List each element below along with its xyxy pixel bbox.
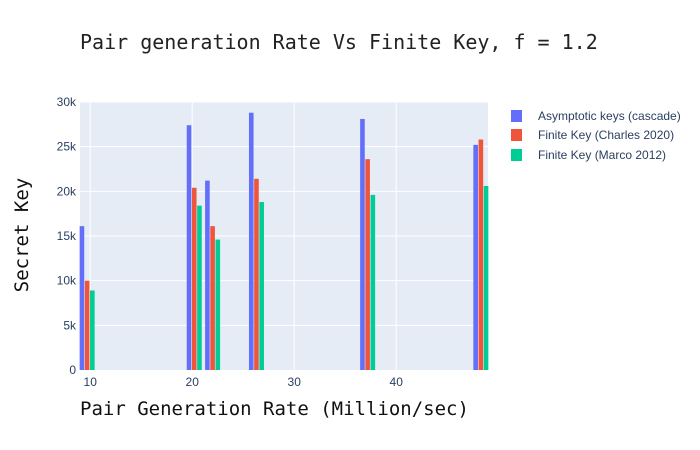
legend-swatch <box>511 109 522 122</box>
bar[interactable] <box>259 202 264 370</box>
y-tick-label: 20k <box>57 184 77 198</box>
x-tick-label: 40 <box>390 375 404 389</box>
y-tick-label: 5k <box>63 318 77 332</box>
y-axis-ticks: 0 5k 10k 15k 20k 25k 30k <box>57 95 77 377</box>
chart-title: Pair generation Rate Vs Finite Key, f = … <box>80 30 598 54</box>
y-axis-label: Secret Key <box>11 177 33 293</box>
bar[interactable] <box>370 194 376 370</box>
bar[interactable] <box>79 226 85 370</box>
bar[interactable] <box>205 180 210 370</box>
bar[interactable] <box>248 112 254 370</box>
legend: Asymptotic keys (cascade) Finite Key (Ch… <box>511 106 681 165</box>
x-axis-label: Pair Generation Rate (Million/sec) <box>80 398 469 420</box>
x-tick-label: 20 <box>186 375 200 389</box>
bar[interactable] <box>90 290 95 370</box>
y-tick-label: 10k <box>57 274 77 288</box>
legend-item-charles[interactable]: Finite Key (Charles 2020) <box>511 126 681 146</box>
legend-swatch <box>511 129 522 142</box>
bar[interactable] <box>197 205 202 370</box>
bar[interactable] <box>473 144 478 370</box>
bar[interactable] <box>186 125 192 370</box>
bar[interactable] <box>365 159 370 370</box>
bar[interactable] <box>478 139 484 370</box>
x-axis-ticks: 10 20 30 40 <box>84 375 404 389</box>
y-tick-label: 30k <box>57 95 77 109</box>
bar[interactable] <box>215 239 221 370</box>
bar[interactable] <box>210 226 215 370</box>
y-tick-label: 15k <box>57 229 77 243</box>
bars <box>79 112 489 371</box>
bar[interactable] <box>254 178 259 370</box>
bar[interactable] <box>191 187 197 370</box>
legend-item-marco[interactable]: Finite Key (Marco 2012) <box>511 145 681 165</box>
legend-item-asymptotic[interactable]: Asymptotic keys (cascade) <box>511 106 681 126</box>
x-tick-label: 30 <box>288 375 302 389</box>
y-tick-label: 25k <box>57 140 77 154</box>
bar[interactable] <box>483 185 489 370</box>
y-tick-label: 0 <box>69 363 76 377</box>
x-tick-label: 10 <box>84 375 98 389</box>
legend-label: Asymptotic keys (cascade) <box>538 108 681 123</box>
bar[interactable] <box>360 118 365 371</box>
legend-label: Finite Key (Marco 2012) <box>538 147 667 162</box>
bar[interactable] <box>84 280 90 370</box>
legend-label: Finite Key (Charles 2020) <box>538 128 675 143</box>
legend-swatch <box>511 148 522 161</box>
